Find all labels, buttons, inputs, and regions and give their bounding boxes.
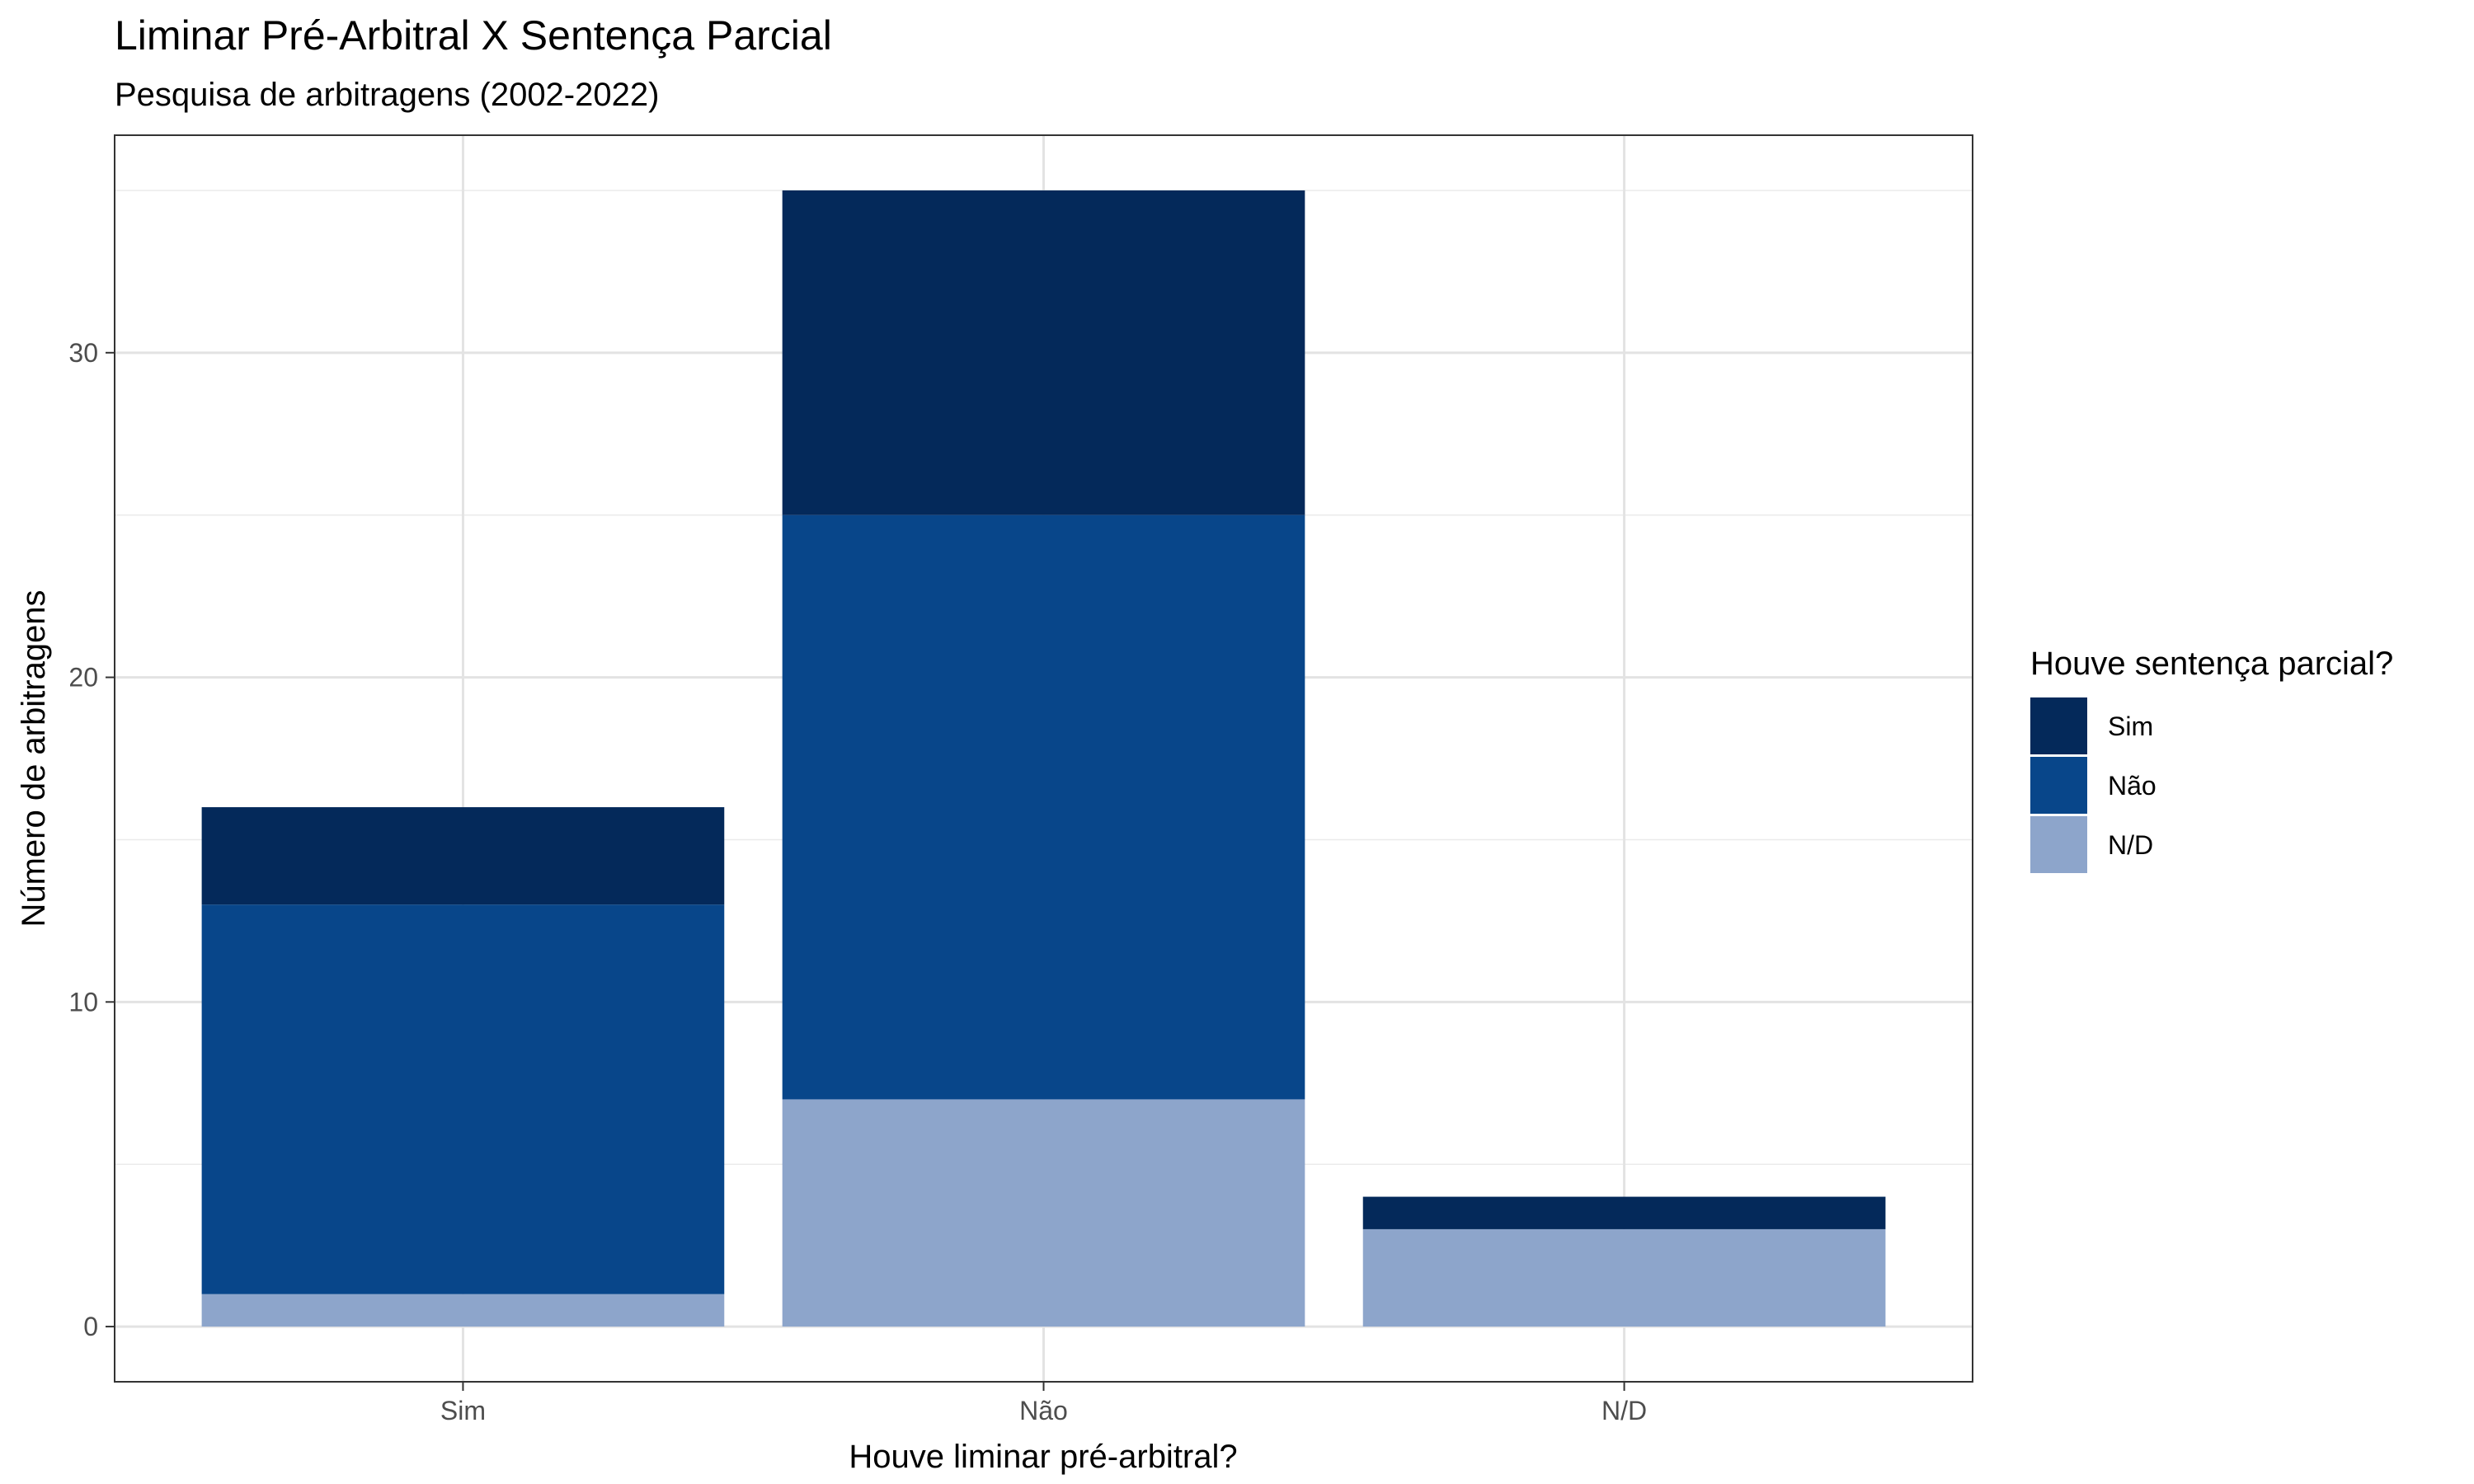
legend-key bbox=[2030, 757, 2087, 814]
x-axis-label: Houve liminar pré-arbitral? bbox=[849, 1439, 1237, 1475]
y-axis: 0 10 20 30 bbox=[68, 338, 115, 1341]
x-tick-label: Não bbox=[1019, 1396, 1068, 1425]
chart-subtitle: Pesquisa de arbitragens (2002-2022) bbox=[115, 77, 659, 113]
y-axis-label: Número de arbitragens bbox=[16, 589, 52, 927]
bar-segment bbox=[782, 1099, 1305, 1327]
bar-segment bbox=[1362, 1228, 1886, 1327]
legend-label: N/D bbox=[2108, 830, 2153, 860]
x-axis: Sim Não N/D bbox=[440, 1382, 1647, 1425]
legend-title: Houve sentença parcial? bbox=[2030, 646, 2393, 682]
x-tick-label: N/D bbox=[1602, 1396, 1647, 1425]
legend-key bbox=[2030, 697, 2087, 754]
chart-title: Liminar Pré-Arbitral X Sentença Parcial bbox=[115, 12, 832, 59]
legend-key bbox=[2030, 816, 2087, 873]
bar-segment bbox=[782, 190, 1305, 515]
bar-segment bbox=[782, 514, 1305, 1100]
bar-segment bbox=[201, 807, 725, 905]
y-tick-label: 30 bbox=[68, 338, 98, 368]
legend-label: Sim bbox=[2108, 711, 2153, 741]
legend: Houve sentença parcial? Sim Não N/D bbox=[2030, 646, 2393, 873]
bar-segment bbox=[201, 1294, 725, 1327]
y-tick-label: 0 bbox=[83, 1312, 98, 1341]
y-tick-label: 20 bbox=[68, 663, 98, 693]
bar-segment bbox=[1362, 1196, 1886, 1229]
bar-segment bbox=[201, 904, 725, 1294]
y-tick-label: 10 bbox=[68, 987, 98, 1017]
bars bbox=[201, 190, 1886, 1327]
x-tick-label: Sim bbox=[440, 1396, 486, 1425]
legend-label: Não bbox=[2108, 771, 2157, 801]
